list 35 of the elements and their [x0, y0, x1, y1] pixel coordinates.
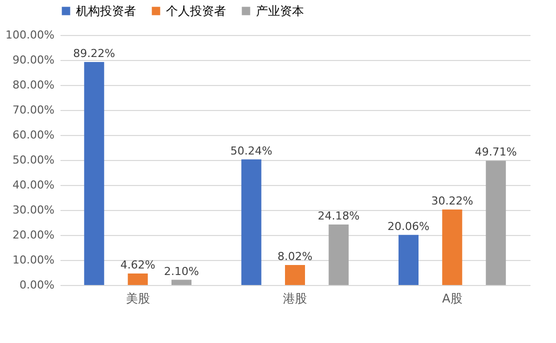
data-label: 49.71%	[474, 146, 517, 159]
y-tick-label: 20.00%	[12, 228, 54, 242]
bar	[328, 224, 349, 285]
bar	[84, 62, 104, 285]
y-tick-label: 10.00%	[12, 254, 54, 266]
y-tick-label: 40.00%	[12, 178, 54, 192]
x-tick-label: A股	[442, 292, 462, 306]
y-tick-label: 80.00%	[12, 78, 54, 92]
legend-label: 产业资本	[256, 4, 304, 18]
data-label: 50.24%	[230, 144, 272, 158]
legend-label: 机构投资者	[76, 4, 136, 18]
bar	[171, 280, 192, 285]
y-tick-label: 70.00%	[12, 104, 54, 116]
bar	[442, 209, 462, 285]
data-label: 2.10%	[164, 264, 199, 278]
data-label: 8.02%	[278, 250, 312, 263]
data-label: 89.22%	[73, 46, 116, 60]
y-tick-label: 100.00%	[6, 28, 54, 42]
data-label: 24.18%	[318, 210, 360, 223]
x-tick-label: 美股	[126, 292, 150, 306]
y-tick-label: 90.00%	[12, 54, 54, 66]
legend-label: 个人投资者	[166, 4, 226, 18]
bar	[128, 273, 148, 285]
y-tick-label: 60.00%	[12, 128, 54, 142]
y-tick-label: 50.00%	[12, 154, 54, 166]
data-label: 4.62%	[120, 258, 156, 272]
bar	[398, 234, 419, 285]
data-label: 20.06%	[388, 220, 430, 233]
y-tick-label: 30.00%	[12, 204, 54, 216]
bar	[285, 264, 305, 285]
data-label: 30.22%	[431, 194, 474, 208]
x-tick-label: 港股	[283, 292, 307, 306]
bar	[486, 160, 506, 285]
y-tick-label: 0.00%	[20, 278, 54, 292]
bar	[241, 159, 262, 285]
